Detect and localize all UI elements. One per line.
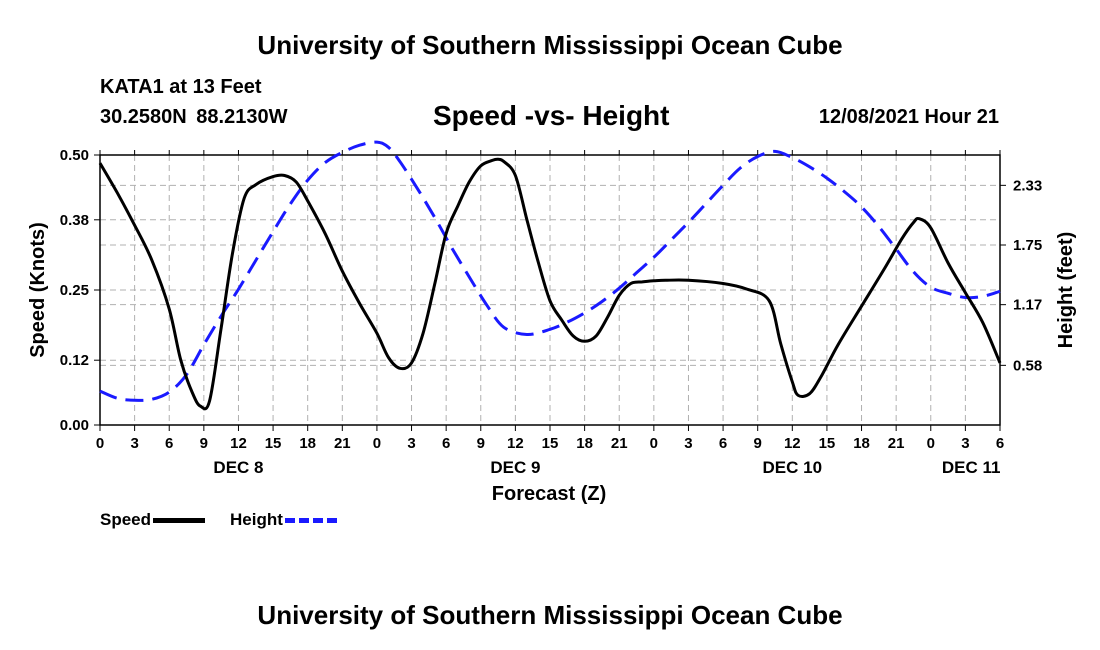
x-axis-label: Forecast (Z): [492, 483, 606, 505]
x-tick-label: 18: [576, 435, 593, 452]
y-axis-label: Speed (Knots): [27, 222, 49, 358]
y2-tick-label: 1.75: [1013, 237, 1042, 254]
y2-tick-label: 0.58: [1013, 357, 1042, 374]
day-label: DEC 10: [763, 458, 823, 477]
speed-series-line: [98, 157, 1002, 411]
footer-title: University of Southern Mississippi Ocean…: [257, 600, 843, 630]
x-tick-label: 21: [334, 435, 351, 452]
forecast-datetime: 12/08/2021 Hour 21: [818, 106, 999, 128]
legend-height: Height: [230, 510, 337, 530]
x-tick-label: 0: [96, 435, 104, 452]
grid: [100, 155, 1000, 425]
x-tick-label: 0: [373, 435, 381, 452]
x-tick-label: 0: [927, 435, 935, 452]
x-tick-label: 18: [853, 435, 870, 452]
x-tick-label: 9: [754, 435, 762, 452]
x-tick-label: 15: [819, 435, 836, 452]
legend-speed-label: Speed: [100, 510, 152, 529]
station-coordinates: 30.2580N 88.2130W: [100, 106, 288, 128]
page-title: University of Southern Mississippi Ocean…: [257, 30, 843, 60]
x-tick-label: 6: [165, 435, 173, 452]
x-tick-label: 3: [961, 435, 969, 452]
y-tick-label: 0.00: [60, 417, 89, 434]
day-label: DEC 8: [213, 458, 263, 477]
x-tick-label: 21: [888, 435, 905, 452]
x-tick-label: 9: [477, 435, 485, 452]
y-tick-label: 0.25: [60, 282, 89, 299]
legend-height-label: Height: [230, 510, 283, 529]
station-label: KATA1 at 13 Feet: [100, 76, 262, 98]
x-tick-label: 15: [265, 435, 282, 452]
x-tick-label: 12: [507, 435, 524, 452]
day-label: DEC 11: [942, 458, 1001, 477]
height-series-line: [99, 140, 1001, 402]
x-tick-label: 6: [719, 435, 727, 452]
legend-speed: Speed: [100, 510, 206, 530]
y2-tick-label: 2.33: [1013, 177, 1042, 194]
chart-title: Speed -vs- Height: [433, 100, 670, 131]
x-tick-label: 15: [542, 435, 559, 452]
x-tick-label: 12: [230, 435, 247, 452]
x-tick-label: 18: [299, 435, 316, 452]
x-tick-label: 21: [611, 435, 628, 452]
y-tick-label: 0.38: [60, 212, 89, 229]
day-label: DEC 9: [490, 458, 540, 477]
x-tick-label: 9: [200, 435, 208, 452]
y2-tick-label: 1.17: [1013, 297, 1042, 314]
axes: 0 3 6 9 12 15 18 21 0 3 6 9 12 15 18 21 0 3 6 9 12 15 18 21 0 3 6 0…: [60, 147, 1042, 477]
x-tick-label: 6: [996, 435, 1004, 452]
x-tick-label: 3: [684, 435, 692, 452]
y2-axis-label: Height (feet): [1055, 232, 1077, 349]
x-tick-label: 0: [650, 435, 658, 452]
y-tick-label: 0.12: [60, 352, 89, 369]
y-tick-label: 0.50: [60, 147, 89, 164]
x-tick-label: 3: [130, 435, 138, 452]
legend-speed-swatch: [153, 517, 206, 523]
legend-height-swatch: [284, 517, 337, 523]
x-tick-label: 6: [442, 435, 450, 452]
x-tick-label: 12: [784, 435, 801, 452]
x-tick-label: 3: [407, 435, 415, 452]
